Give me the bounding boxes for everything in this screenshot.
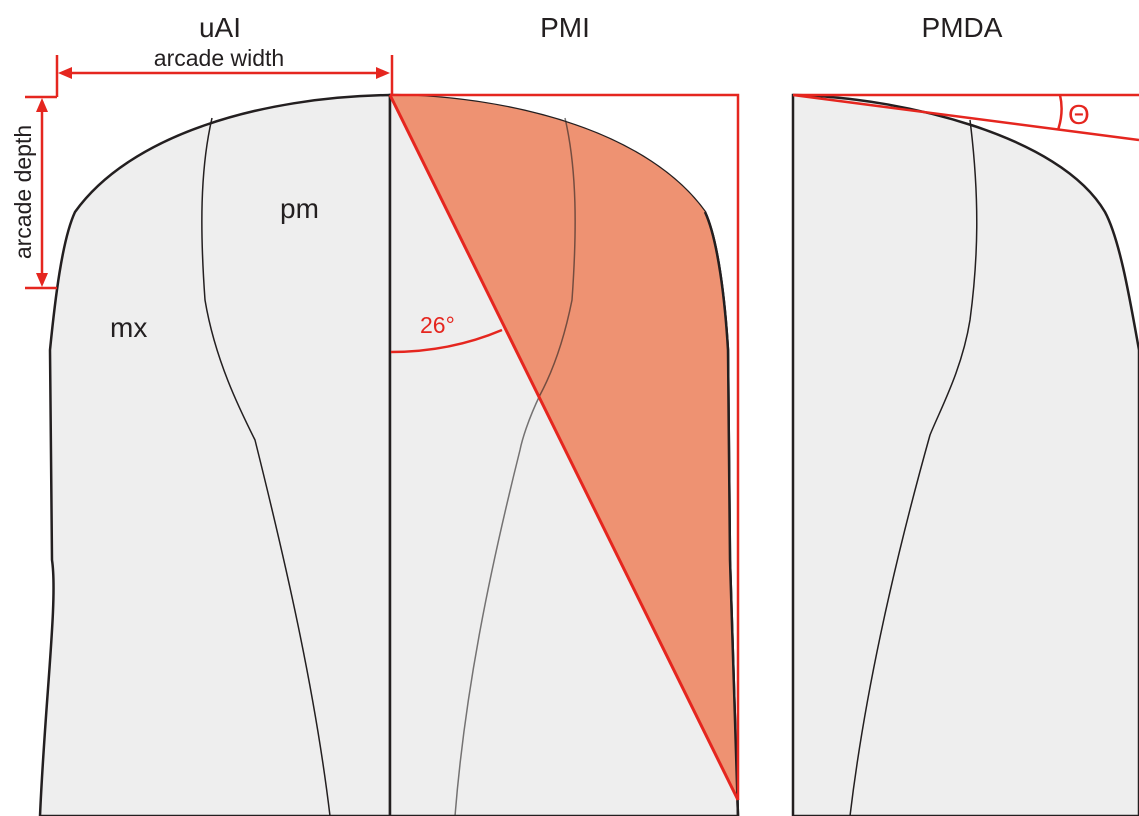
diagram: 26° Θ arcade width arcade depth pm mx uA… xyxy=(0,0,1139,816)
pmda-outline xyxy=(793,95,1139,816)
measure-label: arcade depth xyxy=(10,125,36,259)
measure-label: arcade width xyxy=(154,45,284,71)
angle-arc xyxy=(1058,95,1062,130)
panel-title: PMDA xyxy=(922,12,1003,43)
region-label: pm xyxy=(280,193,319,224)
angle-label: Θ xyxy=(1068,99,1090,130)
panel-title: PMI xyxy=(540,12,590,43)
uai-outline xyxy=(40,95,390,816)
region-label: mx xyxy=(110,312,147,343)
panel-title: uAI xyxy=(199,12,241,43)
angle-label: 26° xyxy=(420,312,455,338)
